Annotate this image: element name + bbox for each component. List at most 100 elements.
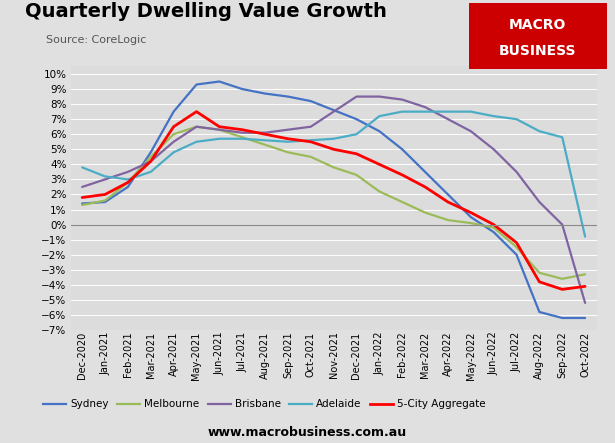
Melbourne: [124, 180, 132, 185]
Sydney: [147, 150, 154, 155]
5-City Aggregate: [261, 132, 269, 137]
Melbourne: [490, 225, 498, 230]
5-City Aggregate: [581, 284, 589, 289]
Melbourne: [147, 154, 154, 159]
Sydney: [353, 117, 360, 122]
Adelaide: [353, 132, 360, 137]
Sydney: [170, 109, 177, 114]
Melbourne: [330, 165, 337, 170]
5-City Aggregate: [284, 136, 292, 141]
Sydney: [192, 82, 200, 87]
Brisbane: [444, 117, 451, 122]
Sydney: [79, 201, 86, 206]
Brisbane: [124, 169, 132, 175]
Adelaide: [376, 113, 383, 119]
Melbourne: [353, 172, 360, 178]
Adelaide: [330, 136, 337, 141]
Sydney: [239, 86, 246, 92]
Brisbane: [79, 184, 86, 190]
Text: BUSINESS: BUSINESS: [499, 44, 577, 58]
Melbourne: [558, 276, 566, 281]
5-City Aggregate: [513, 240, 520, 245]
Melbourne: [101, 198, 109, 203]
Text: Source: CoreLogic: Source: CoreLogic: [46, 35, 146, 45]
Melbourne: [216, 127, 223, 132]
Adelaide: [467, 109, 475, 114]
Brisbane: [284, 127, 292, 132]
Brisbane: [467, 128, 475, 134]
Sydney: [101, 199, 109, 205]
Sydney: [581, 315, 589, 321]
Brisbane: [307, 124, 314, 129]
Brisbane: [513, 169, 520, 175]
5-City Aggregate: [330, 147, 337, 152]
Melbourne: [376, 189, 383, 194]
Melbourne: [513, 245, 520, 250]
Brisbane: [239, 130, 246, 136]
Line: Sydney: Sydney: [82, 82, 585, 318]
5-City Aggregate: [147, 159, 154, 164]
Brisbane: [536, 199, 543, 205]
Melbourne: [581, 272, 589, 277]
Brisbane: [581, 300, 589, 306]
Melbourne: [239, 135, 246, 140]
5-City Aggregate: [421, 184, 429, 190]
Adelaide: [307, 138, 314, 143]
Line: Melbourne: Melbourne: [82, 127, 585, 279]
Brisbane: [216, 127, 223, 132]
Melbourne: [284, 150, 292, 155]
Sydney: [399, 147, 406, 152]
Adelaide: [536, 128, 543, 134]
5-City Aggregate: [490, 222, 498, 227]
5-City Aggregate: [558, 287, 566, 292]
Brisbane: [330, 109, 337, 114]
Brisbane: [147, 159, 154, 164]
Melbourne: [467, 221, 475, 226]
5-City Aggregate: [536, 279, 543, 284]
Melbourne: [170, 132, 177, 137]
Brisbane: [376, 94, 383, 99]
Sydney: [421, 169, 429, 175]
Sydney: [330, 108, 337, 113]
Sydney: [558, 315, 566, 321]
Line: 5-City Aggregate: 5-City Aggregate: [82, 112, 585, 289]
5-City Aggregate: [467, 210, 475, 215]
Melbourne: [192, 124, 200, 129]
Brisbane: [261, 130, 269, 136]
Sydney: [261, 91, 269, 96]
Line: Brisbane: Brisbane: [82, 97, 585, 303]
Adelaide: [261, 138, 269, 143]
Melbourne: [399, 199, 406, 205]
Legend: Sydney, Melbourne, Brisbane, Adelaide, 5-City Aggregate: Sydney, Melbourne, Brisbane, Adelaide, 5…: [39, 395, 490, 413]
Sydney: [284, 94, 292, 99]
5-City Aggregate: [399, 172, 406, 178]
Adelaide: [444, 109, 451, 114]
Adelaide: [490, 113, 498, 119]
Adelaide: [581, 234, 589, 239]
Sydney: [376, 128, 383, 134]
5-City Aggregate: [79, 195, 86, 200]
Melbourne: [421, 210, 429, 215]
5-City Aggregate: [101, 192, 109, 197]
Adelaide: [513, 117, 520, 122]
Adelaide: [399, 109, 406, 114]
Brisbane: [421, 105, 429, 110]
5-City Aggregate: [192, 109, 200, 114]
Adelaide: [284, 139, 292, 144]
Melbourne: [536, 270, 543, 276]
Adelaide: [147, 169, 154, 175]
5-City Aggregate: [239, 127, 246, 132]
Adelaide: [79, 165, 86, 170]
Adelaide: [192, 139, 200, 144]
Adelaide: [239, 136, 246, 141]
Sydney: [307, 98, 314, 104]
Sydney: [124, 184, 132, 190]
Line: Adelaide: Adelaide: [82, 112, 585, 237]
Brisbane: [101, 177, 109, 182]
Adelaide: [558, 135, 566, 140]
5-City Aggregate: [307, 139, 314, 144]
Text: MACRO: MACRO: [509, 18, 566, 32]
5-City Aggregate: [444, 199, 451, 205]
Brisbane: [558, 222, 566, 227]
Text: Quarterly Dwelling Value Growth: Quarterly Dwelling Value Growth: [25, 2, 386, 21]
